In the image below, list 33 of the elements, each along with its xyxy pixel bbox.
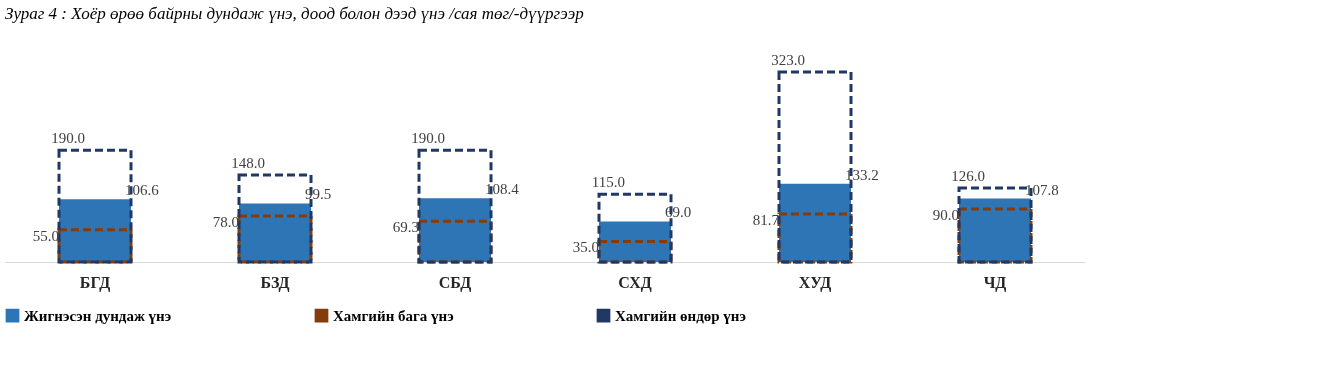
bar (419, 198, 491, 262)
data-label: 148.0 (231, 154, 265, 171)
legend-label: Хамгийн өндөр үнэ (615, 307, 746, 324)
x-tick-label: БГД (79, 273, 111, 292)
data-label: 90.0 (932, 207, 959, 224)
x-tick-label: ХУД (798, 273, 832, 292)
chart-title: Зураг 4 : Хоёр өрөө байрны дундаж үнэ, доод болон дээд үнэ /сая төг/-дүүргээр (5, 4, 584, 23)
bar (417, 219, 493, 264)
x-tick-label: ЧД (983, 273, 1007, 292)
bar (597, 239, 673, 264)
data-label: 69.3 (392, 219, 419, 236)
x-tick-label: СХД (618, 273, 652, 292)
bar (59, 199, 131, 262)
x-tick-label: СБД (438, 273, 472, 292)
legend-label: Хамгийн бага үнэ (333, 307, 454, 324)
data-label: 69.0 (665, 204, 692, 221)
data-label: 115.0 (591, 174, 625, 191)
data-label: 133.2 (845, 166, 879, 183)
bar (957, 207, 1033, 264)
data-label: 190.0 (411, 130, 445, 147)
bar (779, 183, 851, 262)
bar (237, 214, 313, 264)
legend-label: Жигнэсэн дундаж үнэ (24, 307, 172, 324)
data-label: 323.0 (771, 52, 805, 68)
data-label: 190.0 (51, 130, 85, 147)
data-label: 35.0 (572, 239, 599, 256)
data-label: 106.6 (125, 182, 160, 199)
bar (57, 228, 133, 264)
bar (777, 212, 853, 264)
x-tick-label: БЗД (260, 273, 290, 292)
bar (959, 198, 1031, 262)
data-label: 99.5 (305, 186, 332, 203)
data-label: 126.0 (951, 167, 985, 184)
